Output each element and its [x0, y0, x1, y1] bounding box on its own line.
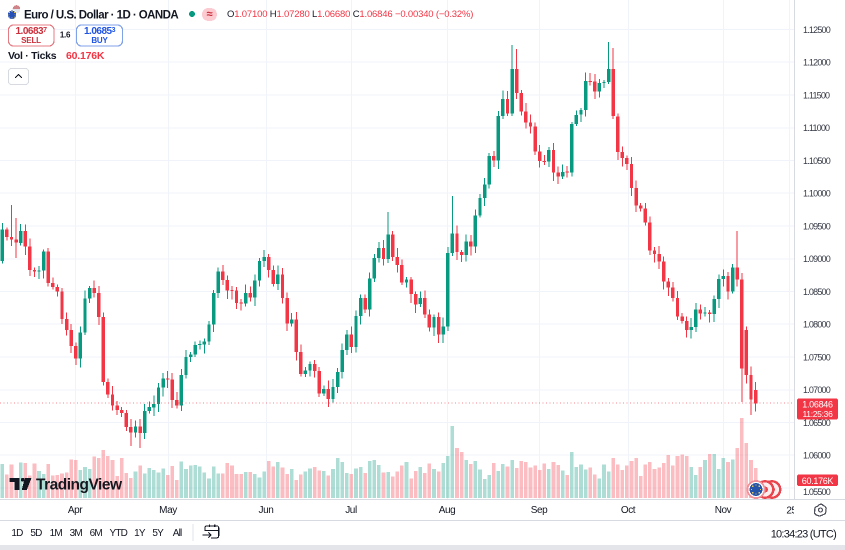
svg-text:1.07500: 1.07500 [803, 352, 831, 362]
svg-text:1Y: 1Y [134, 528, 146, 539]
svg-text:1.05500: 1.05500 [803, 487, 831, 497]
svg-text:1.10500: 1.10500 [803, 156, 831, 166]
svg-text:Sep: Sep [531, 505, 548, 516]
svg-text:1.09000: 1.09000 [803, 254, 831, 264]
svg-text:25: 25 [786, 506, 797, 517]
svg-text:BUY: BUY [91, 36, 108, 45]
svg-text:YTD: YTD [109, 528, 127, 539]
svg-text:TradingView: TradingView [36, 477, 123, 494]
svg-text:1.10000: 1.10000 [803, 189, 831, 199]
svg-text:1.06837: 1.06837 [16, 26, 48, 37]
svg-text:5D: 5D [30, 528, 42, 539]
svg-text:1.07000: 1.07000 [803, 385, 831, 395]
svg-text:May: May [159, 505, 177, 516]
svg-text:SELL: SELL [21, 36, 41, 45]
svg-text:60.176K: 60.176K [802, 476, 834, 486]
svg-text:Jul: Jul [345, 505, 357, 516]
svg-text:1.6: 1.6 [60, 31, 71, 40]
svg-text:1.11000: 1.11000 [803, 123, 830, 133]
svg-text:5Y: 5Y [152, 528, 164, 539]
svg-text:1.12500: 1.12500 [803, 25, 831, 35]
svg-text:10:34:23 (UTC): 10:34:23 (UTC) [771, 529, 836, 541]
svg-text:3M: 3M [70, 528, 83, 539]
svg-text:Euro / U.S. Dollar · 1D · OAND: Euro / U.S. Dollar · 1D · OANDA [24, 10, 178, 22]
svg-text:1M: 1M [50, 528, 63, 539]
svg-text:Oct: Oct [621, 505, 636, 516]
svg-text:1.09500: 1.09500 [803, 221, 831, 231]
svg-text:Jun: Jun [259, 505, 274, 516]
svg-text:Nov: Nov [715, 505, 732, 516]
svg-text:60.176K: 60.176K [66, 50, 105, 62]
svg-text:Vol · Ticks: Vol · Ticks [8, 50, 57, 62]
svg-text:1.11500: 1.11500 [803, 90, 830, 100]
svg-text:All: All [173, 528, 182, 539]
svg-text:11:25:36: 11:25:36 [802, 409, 833, 419]
svg-text:6M: 6M [90, 528, 103, 539]
svg-text:1.08000: 1.08000 [803, 320, 831, 330]
svg-text:≈: ≈ [206, 8, 212, 20]
svg-text:1.08500: 1.08500 [803, 287, 831, 297]
svg-text:1.06846: 1.06846 [802, 399, 833, 409]
svg-text:Apr: Apr [68, 505, 83, 516]
svg-text:Aug: Aug [439, 505, 456, 516]
svg-text:1.06500: 1.06500 [803, 418, 831, 428]
svg-text:1.06000: 1.06000 [803, 451, 831, 461]
svg-text:1.06853: 1.06853 [84, 26, 116, 37]
svg-text:O1.07100 H1.07280 L1.06680 C1.: O1.07100 H1.07280 L1.06680 C1.06846 −0.0… [227, 9, 473, 20]
svg-text:1D: 1D [11, 528, 23, 539]
svg-text:1.12000: 1.12000 [803, 58, 831, 68]
